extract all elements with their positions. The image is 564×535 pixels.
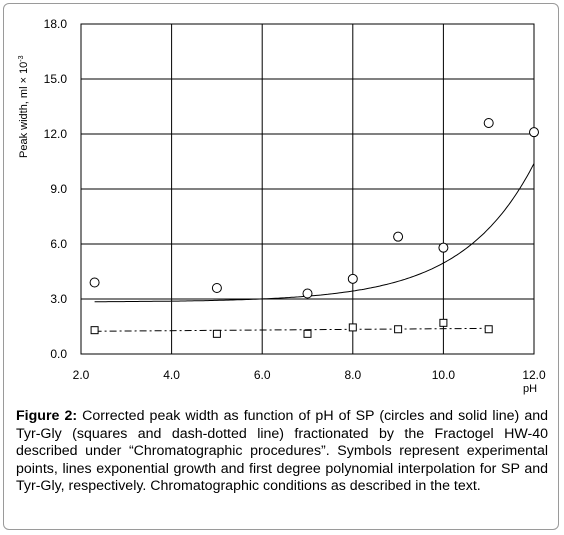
x-axis-label: pH xyxy=(523,383,537,395)
y-axis: 0.0 3.0 6.0 9.0 12.0 15.0 18.0 xyxy=(44,17,68,361)
y-tick-label: 0.0 xyxy=(50,347,67,361)
figure-label: Figure 2: xyxy=(16,408,78,424)
square-point xyxy=(484,325,493,334)
chart: 2.0 4.0 6.0 8.0 10.0 12.0 0.0 3.0 6.0 9.0 12.0 15.… xyxy=(18,17,546,395)
x-tick-label: 2.0 xyxy=(73,368,90,382)
caption-text: Corrected peak width as function of pH o… xyxy=(16,408,548,495)
figure-caption: Figure 2: Corrected peak width as functi… xyxy=(16,408,548,496)
exponential-fit-line xyxy=(94,163,535,303)
fit-lines xyxy=(94,163,535,332)
square-point xyxy=(348,323,357,332)
circle-point xyxy=(89,277,100,288)
x-tick-label: 8.0 xyxy=(344,368,361,382)
y-axis-label: Peak width, ml × 10-3 xyxy=(18,55,30,158)
y-axis-label-exponent: -3 xyxy=(18,55,25,61)
y-tick-label: 15.0 xyxy=(44,72,68,86)
y-axis-label-text: Peak width, ml × 10 xyxy=(18,62,30,158)
circle-point xyxy=(393,231,404,242)
grid xyxy=(81,24,534,354)
y-tick-label: 18.0 xyxy=(44,17,68,31)
square-point xyxy=(90,326,99,335)
circle-point xyxy=(211,283,222,293)
circle-point xyxy=(302,288,313,299)
plot-area xyxy=(80,23,535,355)
y-tick-label: 9.0 xyxy=(50,182,67,196)
y-tick-label: 3.0 xyxy=(50,292,67,306)
x-tick-label: 4.0 xyxy=(163,368,180,382)
circle-point xyxy=(347,273,358,284)
linear-fit-line xyxy=(94,327,489,332)
y-tick-label: 6.0 xyxy=(50,237,67,251)
circle-point xyxy=(483,118,494,128)
square-point xyxy=(303,329,312,338)
x-axis: 2.0 4.0 6.0 8.0 10.0 12.0 xyxy=(73,368,546,382)
figure-frame xyxy=(3,3,559,530)
square-point xyxy=(394,325,403,334)
x-tick-label: 12.0 xyxy=(522,368,546,382)
circle-point xyxy=(438,242,449,253)
y-tick-label: 12.0 xyxy=(44,127,68,141)
circle-point xyxy=(529,127,539,138)
square-point xyxy=(212,329,221,338)
x-tick-label: 6.0 xyxy=(254,368,271,382)
x-tick-label: 10.0 xyxy=(432,368,456,382)
data-points xyxy=(89,118,539,338)
square-point xyxy=(439,318,448,327)
